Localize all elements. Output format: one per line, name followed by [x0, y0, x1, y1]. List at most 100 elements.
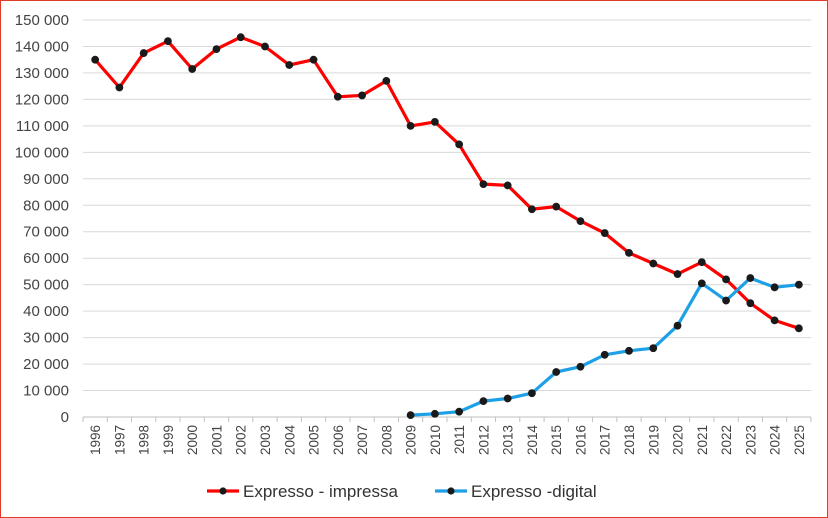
data-point — [115, 83, 124, 92]
gridlines — [82, 19, 812, 422]
legend-swatch-marker — [447, 487, 455, 495]
x-tick-label: 2011 — [452, 425, 467, 454]
data-point — [333, 92, 342, 101]
x-tick-label: 2001 — [209, 425, 224, 455]
y-tick-label: 150 000 — [15, 12, 69, 29]
y-tick-label: 110 000 — [16, 118, 69, 135]
x-tick-label: 2014 — [525, 425, 540, 456]
x-tick-label: 2025 — [792, 425, 807, 455]
y-tick-label: 90 000 — [23, 171, 69, 188]
x-tick-label: 2003 — [258, 425, 273, 455]
x-tick-label: 1997 — [112, 425, 127, 455]
legend-swatch-marker — [219, 487, 227, 495]
data-point — [382, 76, 391, 85]
data-point — [794, 324, 803, 333]
data-point — [164, 37, 172, 46]
data-point — [697, 258, 706, 267]
data-point — [528, 389, 536, 398]
data-point — [188, 65, 197, 73]
x-tick-label: 2020 — [671, 425, 686, 455]
series-line-digital — [409, 276, 801, 417]
data-point — [139, 49, 148, 57]
y-tick-label: 70 000 — [23, 224, 69, 241]
data-point — [576, 217, 585, 226]
data-point — [236, 33, 245, 42]
x-tick-label: 2022 — [719, 425, 734, 455]
data-point — [479, 180, 488, 188]
x-tick-label: 2013 — [501, 425, 516, 455]
x-tick-label: 2007 — [355, 425, 370, 455]
data-point — [455, 407, 464, 416]
series-line-impressa — [93, 35, 801, 330]
data-point — [406, 411, 415, 420]
data-point — [212, 45, 221, 54]
data-point — [430, 409, 439, 418]
data-point — [503, 181, 512, 190]
data-point — [528, 205, 536, 214]
data-point — [746, 274, 755, 282]
data-point — [722, 296, 730, 305]
data-point — [285, 61, 294, 69]
x-tick-label: 2021 — [695, 425, 710, 455]
y-tick-label: 20 000 — [23, 356, 69, 373]
x-tick-label: 2016 — [573, 425, 588, 455]
data-point — [552, 202, 561, 211]
data-point — [625, 346, 633, 355]
x-tick-label: 2008 — [379, 425, 394, 455]
data-point — [673, 321, 682, 330]
y-tick-label: 10 000 — [23, 383, 69, 400]
data-point — [455, 140, 464, 149]
y-tick-label: 100 000 — [15, 144, 69, 161]
data-point — [576, 362, 585, 371]
x-tick-label: 2015 — [549, 425, 564, 455]
x-tick-label: 2000 — [185, 425, 200, 455]
x-axis-tick-labels: 1996 1997 1998 1999 2000 2001 2002 2003 2004 2005… — [88, 425, 807, 456]
data-point — [503, 394, 512, 403]
data-point — [430, 117, 439, 126]
legend-label: Expresso -digital — [471, 482, 597, 501]
x-tick-label: 2019 — [646, 425, 661, 455]
x-tick-label: 2006 — [331, 425, 346, 455]
x-tick-label: 2004 — [282, 425, 297, 456]
data-point — [649, 259, 658, 268]
data-point — [261, 42, 269, 51]
x-tick-label: 2009 — [404, 425, 419, 455]
x-tick-label: 2024 — [768, 425, 783, 456]
y-tick-label: 130 000 — [15, 65, 69, 82]
data-point — [309, 55, 318, 64]
data-point — [552, 368, 561, 376]
data-point — [649, 344, 658, 353]
y-tick-label: 50 000 — [23, 277, 69, 294]
data-point — [479, 397, 488, 406]
y-axis-tick-labels: 0 10 000 20 000 30 000 40 000 50 000 60 000 70 … — [15, 12, 69, 426]
y-tick-label: 80 000 — [23, 197, 69, 214]
legend: Expresso - impressa Expresso -digital — [207, 482, 597, 501]
data-point — [91, 55, 100, 64]
data-point — [406, 121, 415, 130]
x-tick-label: 2002 — [234, 425, 249, 455]
x-tick-label: 2012 — [476, 425, 491, 455]
series-lines — [93, 35, 801, 417]
y-tick-label: 40 000 — [23, 303, 69, 320]
data-point — [600, 350, 609, 359]
data-point — [673, 270, 682, 278]
data-point — [358, 91, 366, 100]
x-tick-label: 2005 — [307, 425, 322, 455]
data-point — [625, 249, 633, 257]
data-point — [746, 299, 755, 308]
data-point — [600, 229, 609, 237]
y-tick-label: 120 000 — [15, 91, 69, 108]
x-tick-label: 2018 — [622, 425, 637, 455]
data-point — [722, 275, 730, 284]
x-tick-label: 2010 — [428, 425, 443, 455]
legend-entry-impressa: Expresso - impressa — [207, 482, 398, 501]
x-tick-label: 2017 — [598, 425, 613, 455]
x-tick-label: 2023 — [743, 425, 758, 455]
legend-label: Expresso - impressa — [243, 482, 398, 501]
y-tick-label: 0 — [61, 409, 69, 426]
y-tick-label: 60 000 — [23, 250, 69, 267]
x-tick-label: 1998 — [137, 425, 152, 455]
data-point — [697, 279, 706, 288]
data-point — [794, 280, 803, 289]
